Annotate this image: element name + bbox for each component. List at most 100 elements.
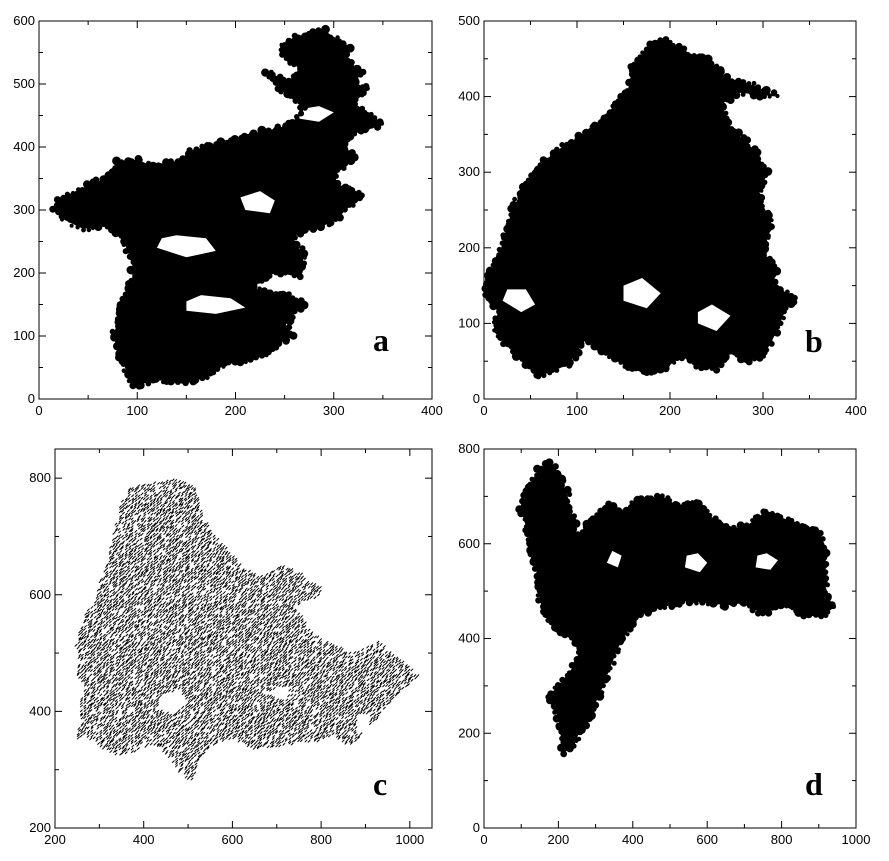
y-tick-label: 400	[13, 139, 35, 154]
y-tick-label: 800	[458, 441, 480, 456]
cluster-particle	[533, 572, 541, 580]
cluster-particle	[723, 110, 729, 116]
cluster-particle	[743, 522, 750, 529]
cluster-particle	[489, 302, 498, 311]
cluster-particle	[146, 160, 152, 166]
cluster-particle	[278, 47, 284, 53]
cluster-particle	[614, 507, 623, 516]
cluster-particle	[618, 360, 623, 365]
cluster-particle	[166, 376, 176, 386]
cluster-particle	[721, 352, 730, 362]
cluster-particle	[822, 569, 829, 576]
cluster-particle	[550, 701, 560, 711]
cluster-particle	[238, 134, 244, 140]
cluster-particle	[536, 586, 545, 595]
cluster-particle	[568, 662, 576, 669]
cluster-particle	[726, 96, 735, 104]
cluster-particle	[775, 93, 780, 99]
x-tick-label: 400	[421, 403, 443, 418]
cluster-stipple	[74, 478, 420, 781]
cluster-particle	[755, 92, 764, 101]
cluster-particle	[540, 602, 548, 611]
cluster-particle	[629, 500, 634, 505]
cluster-particle	[555, 723, 564, 731]
y-tick-label: 400	[458, 631, 480, 646]
cluster-particle	[825, 609, 831, 615]
cluster-particle	[817, 529, 824, 537]
cluster-particle	[621, 511, 629, 519]
cluster-particle	[785, 289, 790, 295]
cluster-particle	[360, 84, 365, 90]
cluster-particle	[205, 375, 210, 381]
cluster-particle	[129, 270, 134, 275]
cluster-particle	[582, 128, 590, 137]
cluster-particle	[813, 612, 819, 618]
cluster-particle	[278, 89, 284, 95]
cluster-particle	[76, 187, 81, 193]
cluster-particle	[762, 179, 768, 185]
cluster-particle	[754, 155, 762, 163]
cluster-particle	[693, 363, 700, 370]
cluster-particle	[685, 52, 691, 57]
cluster-particle	[83, 180, 91, 189]
cluster-particle	[137, 381, 145, 390]
cluster-particle	[716, 66, 725, 75]
cluster-particle	[737, 355, 746, 364]
panel-b-letter: b	[805, 323, 823, 359]
cluster-particle	[665, 495, 671, 501]
cluster-particle	[81, 227, 86, 233]
cluster-particle	[729, 78, 735, 84]
cluster-particle	[552, 714, 561, 723]
cluster-particle	[59, 217, 65, 222]
cluster-particle	[130, 259, 137, 266]
cluster-particle	[291, 61, 297, 68]
cluster-particle	[376, 118, 384, 126]
cluster-particle	[564, 503, 573, 512]
cluster-particle	[574, 137, 579, 142]
cluster-particle	[533, 464, 542, 473]
cluster-particle	[301, 32, 309, 41]
cluster-particle	[787, 292, 795, 300]
cluster-particle	[754, 84, 762, 91]
x-tick-label: 400	[133, 832, 155, 847]
cluster-particle	[335, 168, 341, 173]
cluster-particle	[265, 349, 272, 356]
cluster-particle	[785, 516, 792, 522]
cluster-particle	[213, 141, 220, 148]
cluster-particle	[571, 743, 577, 749]
cluster-particle	[628, 70, 637, 79]
cluster-particle	[654, 492, 661, 500]
cluster-particle	[768, 340, 775, 347]
cluster-particle	[643, 46, 650, 53]
cluster-particle	[799, 523, 806, 529]
cluster-particle	[740, 134, 748, 141]
cluster-particle	[252, 354, 259, 361]
x-tick-label: 0	[480, 832, 487, 847]
cluster-particle	[784, 603, 789, 609]
cluster-particle	[225, 360, 232, 366]
cluster-particle	[755, 610, 762, 617]
cluster-particle	[119, 295, 126, 303]
cluster-particle	[723, 73, 731, 81]
cluster-particle	[199, 374, 206, 382]
cluster-particle	[760, 508, 767, 515]
cluster-particle	[260, 287, 268, 295]
cluster-particle	[662, 605, 668, 610]
cluster-particle	[828, 601, 836, 609]
cluster-particle	[292, 234, 298, 241]
cluster-particle	[321, 24, 330, 34]
cluster-particle	[559, 142, 565, 148]
cluster-particle	[644, 495, 652, 503]
cluster-particle	[579, 529, 586, 535]
cluster-particle	[294, 114, 300, 120]
cluster-particle	[681, 501, 688, 508]
cluster-particle	[80, 187, 85, 192]
cluster-particle	[574, 348, 583, 357]
cluster-particle	[637, 611, 644, 618]
cluster-particle	[243, 359, 248, 365]
cluster-particle	[650, 367, 658, 375]
cluster-particle	[563, 485, 572, 494]
cluster-particle	[101, 222, 106, 227]
cluster-particle	[126, 378, 132, 384]
y-tick-label: 0	[28, 391, 35, 406]
